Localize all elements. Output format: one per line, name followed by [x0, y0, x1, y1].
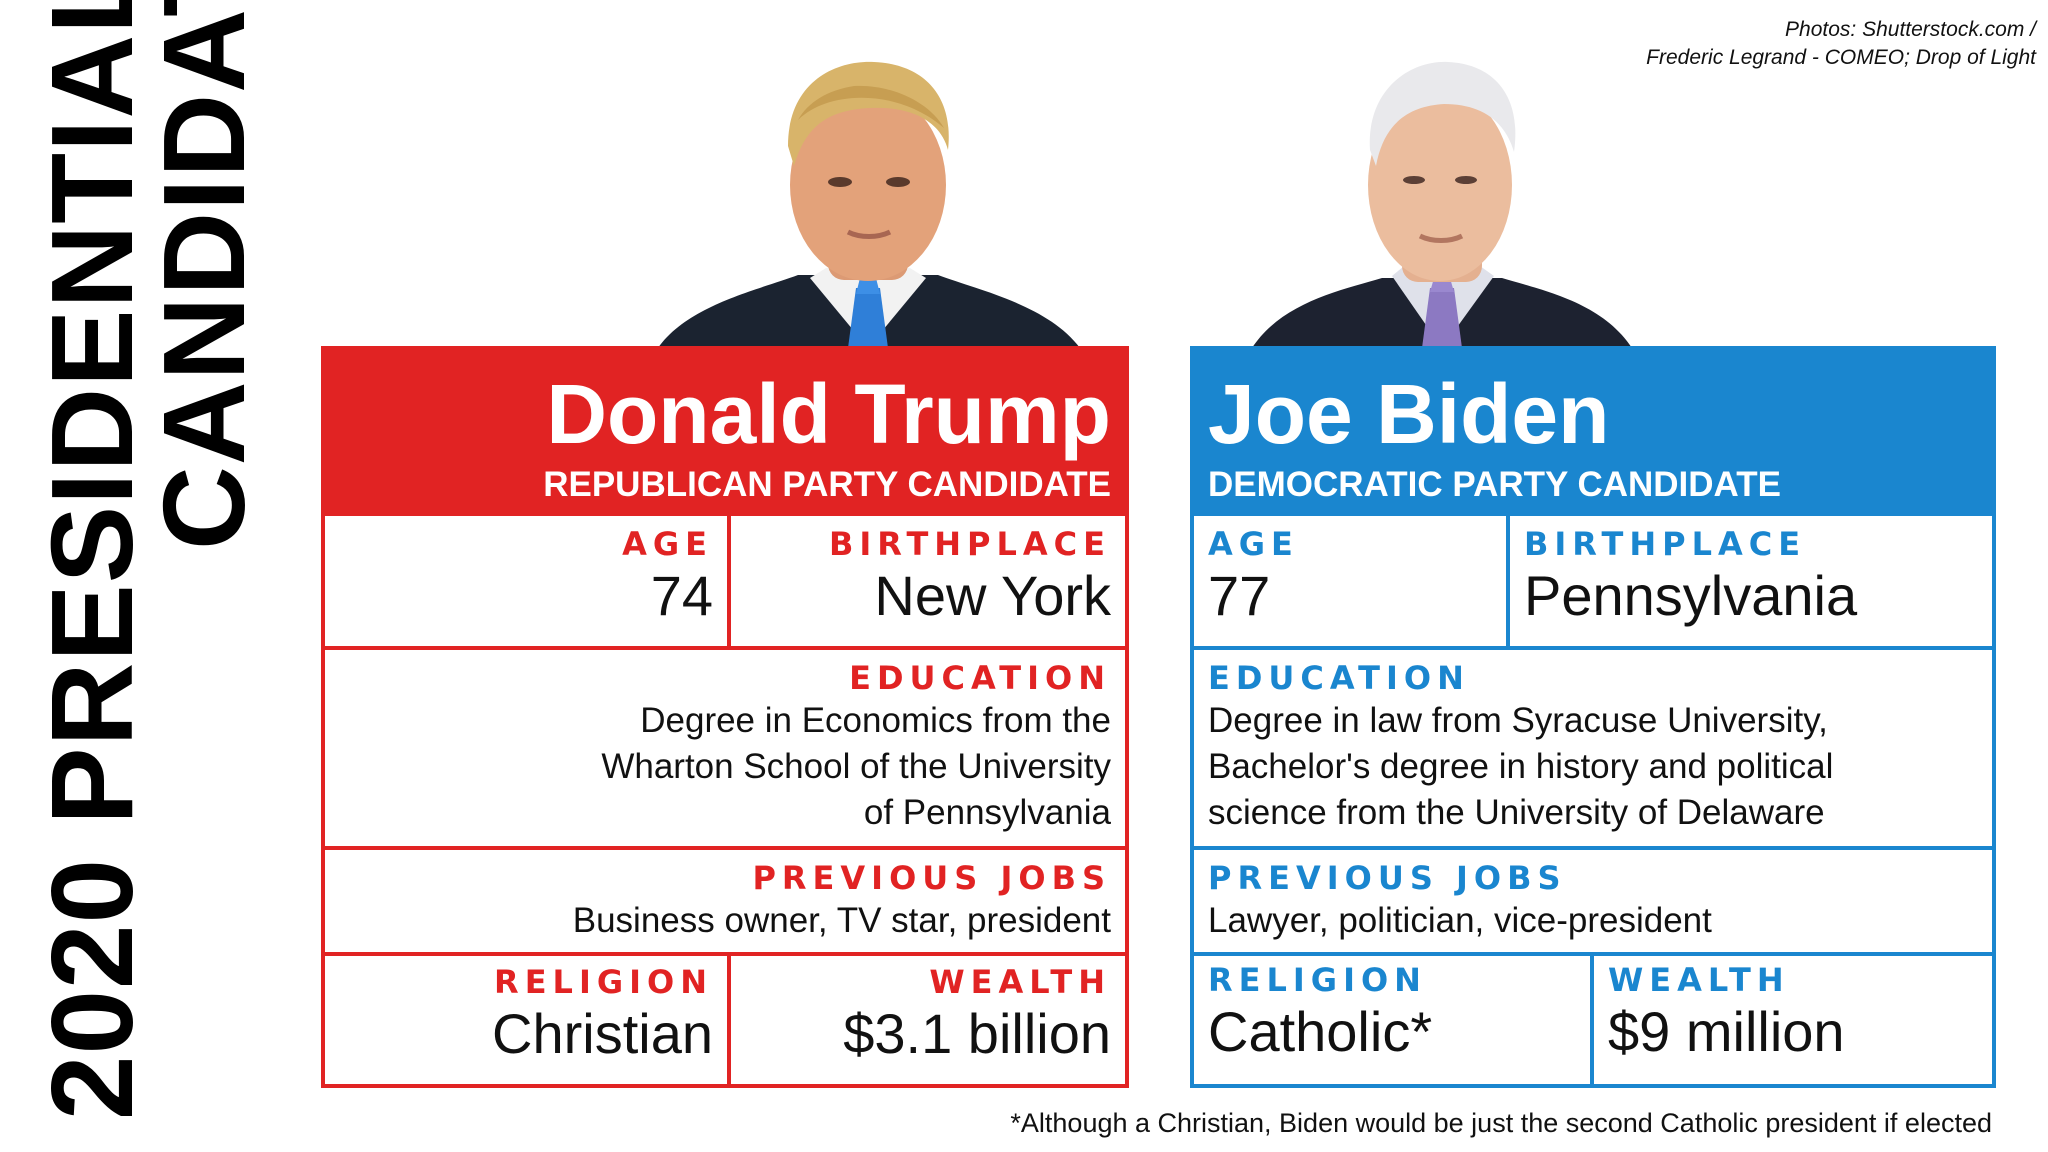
- trump-wealth-cell: WEALTH $3.1 billion: [731, 956, 1125, 1084]
- trump-education-label: EDUCATION: [849, 659, 1111, 697]
- biden-name: Joe Biden: [1208, 367, 1610, 461]
- biden-previous-jobs-value: Lawyer, politician, vice-president: [1208, 901, 1712, 940]
- trump-age-cell: AGE 74: [325, 516, 727, 650]
- biden-wealth-label: WEALTH: [1608, 961, 1790, 999]
- biden-card: Joe Biden DEMOCRATIC PARTY CANDIDATE AGE…: [1190, 346, 1996, 1088]
- trump-card: Donald Trump REPUBLICAN PARTY CANDIDATE …: [321, 346, 1129, 1088]
- biden-header: Joe Biden DEMOCRATIC PARTY CANDIDATE: [1194, 350, 1992, 516]
- trump-age-value: 74: [650, 564, 713, 627]
- biden-education-line-2: Bachelor's degree in history and politic…: [1208, 747, 1834, 786]
- biden-previous-jobs-label: PREVIOUS JOBS: [1208, 859, 1567, 897]
- trump-education-cell: EDUCATION Degree in Economics from the W…: [325, 650, 1125, 846]
- trump-birthplace-value: New York: [874, 564, 1111, 627]
- biden-photo: [1232, 40, 1652, 348]
- biden-birthplace-label: BIRTHPLACE: [1524, 525, 1807, 563]
- trump-previous-jobs-value: Business owner, TV star, president: [572, 901, 1111, 940]
- biden-wealth-value: $9 million: [1608, 1000, 1845, 1063]
- trump-previous-jobs-cell: PREVIOUS JOBS Business owner, TV star, p…: [325, 850, 1125, 954]
- biden-previous-jobs-cell: PREVIOUS JOBS Lawyer, politician, vice-p…: [1194, 850, 1992, 954]
- trump-religion-cell: RELIGION Christian: [325, 956, 727, 1084]
- trump-party: REPUBLICAN PARTY CANDIDATE: [543, 465, 1111, 504]
- biden-birthplace-value: Pennsylvania: [1524, 564, 1858, 627]
- biden-divider: [1194, 646, 1992, 650]
- trump-divider: [325, 952, 1125, 956]
- page-title: 2020 PRESIDENTIAL CANDIDATES: [27, 0, 269, 1120]
- page-title-line-2: CANDIDATES: [139, 0, 269, 550]
- trump-divider: [727, 516, 731, 646]
- biden-religion-label: RELIGION: [1208, 961, 1427, 999]
- biden-age-label: AGE: [1208, 525, 1299, 563]
- photo-credit: Photos: Shutterstock.com / Frederic Legr…: [1646, 16, 2036, 72]
- biden-education-line-1: Degree in law from Syracuse University,: [1208, 701, 1828, 740]
- biden-divider: [1194, 846, 1992, 850]
- trump-religion-value: Christian: [492, 1002, 713, 1065]
- trump-divider: [727, 952, 731, 1084]
- trump-age-label: AGE: [622, 525, 713, 563]
- biden-divider: [1506, 516, 1510, 646]
- biden-education-line-3: science from the University of Delaware: [1208, 793, 1825, 832]
- biden-religion-value: Catholic*: [1208, 1000, 1433, 1063]
- trump-divider: [325, 646, 1125, 650]
- biden-wealth-cell: WEALTH $9 million: [1594, 956, 1992, 1084]
- biden-birthplace-cell: BIRTHPLACE Pennsylvania: [1510, 516, 1992, 650]
- footnote: *Although a Christian, Biden would be ju…: [1010, 1108, 1992, 1138]
- trump-birthplace-label: BIRTHPLACE: [828, 525, 1111, 563]
- biden-party: DEMOCRATIC PARTY CANDIDATE: [1208, 465, 1781, 504]
- trump-education-line-3: of Pennsylvania: [863, 793, 1111, 832]
- trump-previous-jobs-label: PREVIOUS JOBS: [752, 859, 1111, 897]
- biden-education-cell: EDUCATION Degree in law from Syracuse Un…: [1194, 650, 1992, 846]
- trump-name: Donald Trump: [546, 367, 1111, 461]
- page-title-line-1: 2020 PRESIDENTIAL: [27, 0, 157, 1120]
- trump-header: Donald Trump REPUBLICAN PARTY CANDIDATE: [325, 350, 1125, 516]
- trump-wealth-label: WEALTH: [929, 963, 1111, 1001]
- biden-age-cell: AGE 77: [1194, 516, 1506, 650]
- trump-religion-label: RELIGION: [494, 963, 713, 1001]
- biden-divider: [1590, 952, 1594, 1084]
- biden-education-label: EDUCATION: [1208, 659, 1470, 697]
- trump-photo: [648, 50, 1088, 348]
- trump-divider: [325, 846, 1125, 850]
- trump-education-line-1: Degree in Economics from the: [640, 701, 1111, 740]
- photo-credit-line-2: Frederic Legrand - COMEO; Drop of Light: [1646, 46, 2036, 69]
- trump-education-line-2: Wharton School of the University: [601, 747, 1111, 786]
- photo-credit-line-1: Photos: Shutterstock.com /: [1785, 18, 2036, 41]
- trump-birthplace-cell: BIRTHPLACE New York: [731, 516, 1125, 650]
- biden-age-value: 77: [1208, 564, 1271, 627]
- biden-religion-cell: RELIGION Catholic*: [1194, 956, 1590, 1084]
- trump-wealth-value: $3.1 billion: [843, 1002, 1111, 1065]
